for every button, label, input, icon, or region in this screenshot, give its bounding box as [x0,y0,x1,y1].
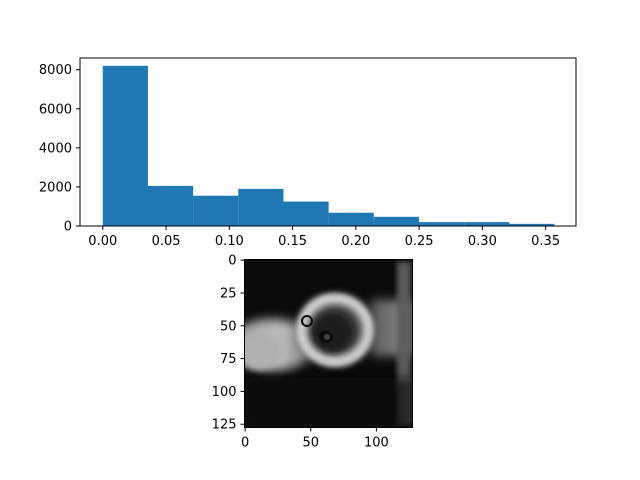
image-y-tick-label: 100 [212,385,237,400]
image-y-tick-label: 25 [220,286,237,301]
histogram-bar [418,222,465,226]
histogram-bar [328,212,374,226]
histogram-x-ticks: 0.00 0.05 0.10 0.15 0.20 0.25 0.30 0.35 [88,226,560,249]
histogram-bars [102,65,555,226]
histogram-bar [238,188,284,226]
grayscale-image [244,259,413,428]
histogram-bar [373,216,419,226]
histogram-y-tick-label: 4000 [39,141,72,156]
histogram-x-tick-label: 0.25 [405,234,434,249]
histogram-y-tick-label: 0 [64,220,72,235]
histogram-x-tick-label: 0.35 [531,234,560,249]
histogram-x-tick-label: 0.05 [152,234,181,249]
histogram-bar [509,223,555,226]
histogram-x-tick-label: 0.20 [341,234,370,249]
histogram-y-tick-label: 2000 [39,180,72,195]
histogram-x-tick-label: 0.10 [215,234,244,249]
histogram-y-ticks: 0 2000 4000 6000 8000 [39,63,80,235]
histogram-x-tick-label: 0.30 [468,234,497,249]
image-y-tick-label: 0 [228,254,236,269]
image-axes: 0 50 100 0 25 50 75 100 125 [212,254,413,451]
histogram-x-tick-label: 0.15 [278,234,307,249]
histogram-bar [464,222,510,226]
histogram-bar [193,195,239,226]
image-x-tick-label: 0 [241,436,249,451]
image-y-tick-label: 75 [220,352,237,367]
histogram-axes: 0.00 0.05 0.10 0.15 0.20 0.25 0.30 0.35 0 2000 40… [39,57,577,249]
image-x-ticks: 0 50 100 [241,427,389,451]
image-y-ticks: 0 25 50 75 100 125 [212,254,245,433]
histogram-bar [283,201,329,226]
image-frame [244,259,413,428]
image-x-tick-label: 100 [364,436,389,451]
image-x-tick-label: 50 [303,436,320,451]
histogram-bar [102,65,148,226]
histogram-y-tick-label: 8000 [39,63,72,78]
image-y-tick-label: 50 [220,319,237,334]
histogram-bar [147,185,194,226]
histogram-frame [79,57,577,227]
image-y-tick-label: 125 [212,418,237,433]
histogram-y-tick-label: 6000 [39,102,72,117]
histogram-x-tick-label: 0.00 [88,234,117,249]
